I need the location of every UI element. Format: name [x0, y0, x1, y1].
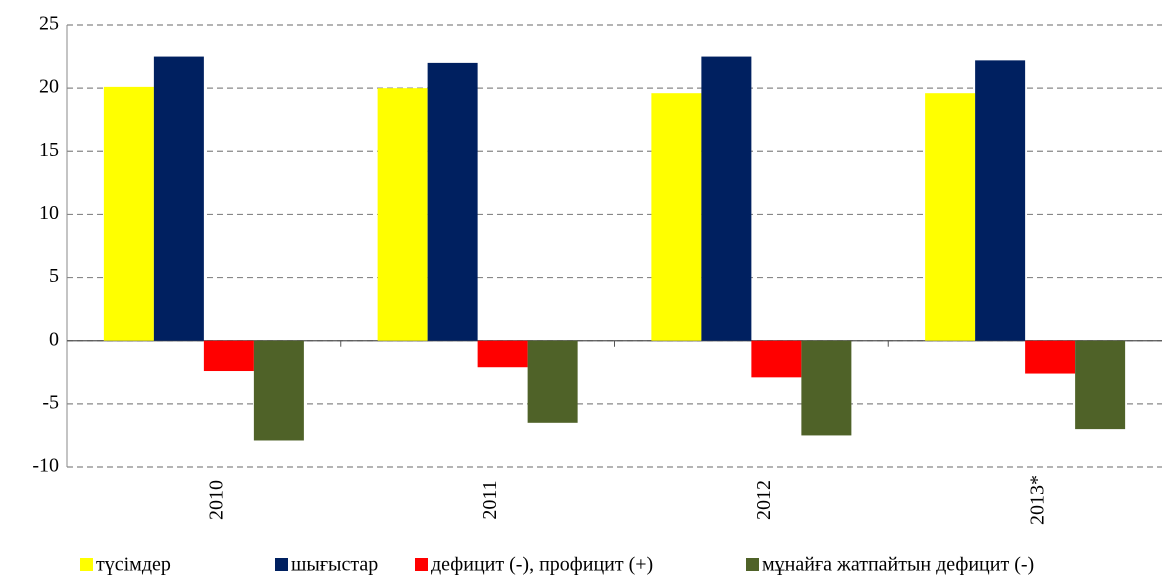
bar	[701, 56, 752, 341]
bar	[751, 340, 802, 378]
bar	[651, 93, 702, 341]
legend-label: мұнайға жатпайтын дефицит (-)	[762, 554, 1034, 576]
y-tick-label: 0	[49, 328, 59, 350]
bar	[427, 62, 478, 341]
legend-swatch	[275, 558, 288, 571]
legend-swatch	[746, 558, 759, 571]
y-tick-label: 10	[39, 202, 59, 224]
x-tick-label: 2010	[205, 480, 227, 520]
legend-label: түсімдер	[96, 554, 171, 576]
bar	[203, 340, 254, 372]
legend-label: дефицит (-), профицит (+)	[431, 554, 653, 576]
x-tick-label: 2012	[753, 480, 775, 520]
y-tick-label: 5	[49, 265, 59, 287]
y-tick-label: -5	[42, 391, 59, 413]
legend-swatch	[415, 558, 428, 571]
x-tick-label: 2013*	[1027, 475, 1049, 525]
bar	[1075, 340, 1126, 430]
bar	[527, 340, 578, 423]
bar	[103, 86, 154, 341]
legend-label: шығыстар	[291, 554, 378, 576]
y-tick-label: 25	[39, 13, 59, 35]
bar	[253, 340, 304, 441]
bar	[153, 56, 204, 341]
y-tick-label: 20	[39, 76, 59, 98]
bar	[377, 88, 428, 341]
legend-swatch	[80, 558, 93, 571]
bar	[801, 340, 852, 436]
y-tick-label: -10	[32, 455, 59, 477]
y-tick-label: 15	[39, 139, 59, 161]
x-tick-label: 2011	[479, 480, 501, 519]
bar	[477, 340, 528, 368]
bar	[1025, 340, 1076, 374]
bar	[975, 60, 1026, 341]
bar	[925, 93, 976, 341]
